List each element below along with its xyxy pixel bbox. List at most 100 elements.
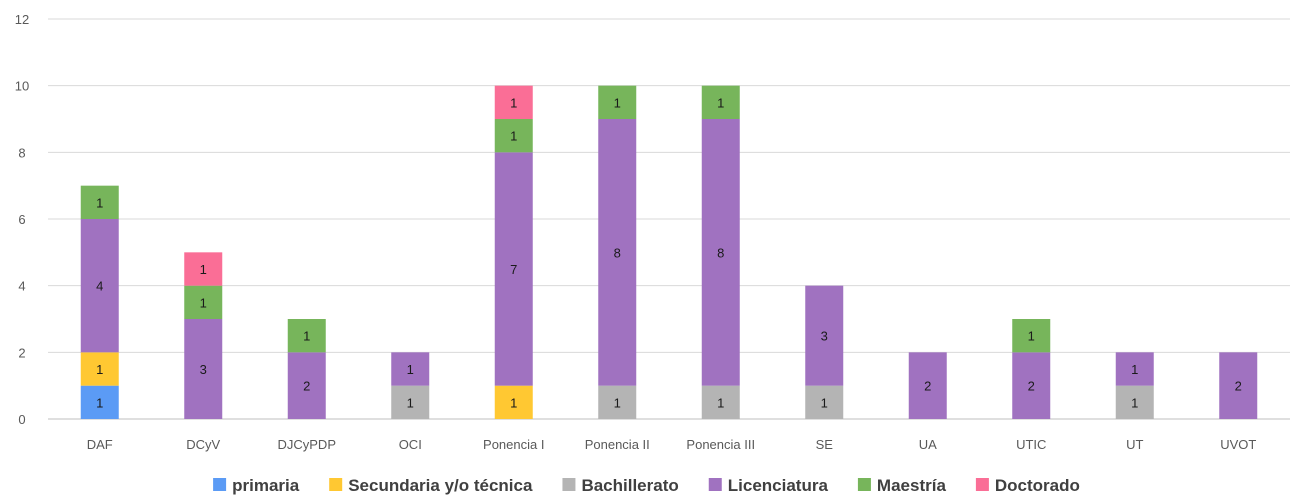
data-label: 1	[717, 95, 724, 110]
data-label: 1	[1131, 395, 1138, 410]
data-label: 1	[510, 95, 517, 110]
x-category-label: OCI	[399, 437, 422, 452]
data-label: 1	[303, 329, 310, 344]
data-label: 1	[717, 395, 724, 410]
data-label: 1	[614, 395, 621, 410]
bar-segment	[908, 352, 947, 419]
x-category-label: DJCyPDP	[277, 437, 336, 452]
bar-segment	[287, 319, 326, 353]
y-tick-label: 10	[15, 79, 29, 94]
bar-segment	[805, 385, 844, 419]
x-category-label: DCyV	[186, 437, 220, 452]
bars: 1 1 4 1 3 1 1 2 1 1 1 1 7 1 1 1 8 1 1 8 1 1 3 2 2 1 1 1 2	[80, 85, 1258, 419]
x-category-label: UVOT	[1220, 437, 1256, 452]
legend-swatch	[562, 478, 576, 491]
bar-segment	[1012, 319, 1051, 353]
data-label: 2	[1235, 379, 1242, 394]
x-category-label: Ponencia II	[585, 437, 650, 452]
legend: primaria Secundaria y/o técnica Bachillera…	[213, 476, 1080, 495]
bar-segment	[805, 285, 844, 386]
legend-swatch	[857, 478, 871, 491]
legend-swatch	[213, 478, 227, 491]
legend-swatch	[329, 478, 343, 491]
bar-segment	[494, 152, 533, 386]
legend-label: Maestría	[877, 476, 947, 495]
bar-segment	[184, 285, 223, 319]
y-tick-label: 8	[18, 145, 25, 160]
data-label: 1	[96, 395, 103, 410]
legend-swatch	[975, 478, 989, 491]
bar-segment	[184, 319, 223, 419]
bar-segment	[391, 385, 430, 419]
y-tick-label: 6	[18, 212, 25, 227]
bar-segment	[1115, 352, 1154, 386]
x-category-label: Ponencia III	[686, 437, 755, 452]
y-tick-label: 4	[18, 279, 25, 294]
bar-segment	[701, 119, 740, 386]
data-label: 1	[821, 395, 828, 410]
data-label: 2	[1028, 379, 1035, 394]
data-label: 2	[924, 379, 931, 394]
y-tick-label: 0	[18, 412, 25, 427]
bar-segment	[184, 252, 223, 286]
gridlines	[48, 18, 1290, 420]
legend-label: primaria	[232, 476, 300, 495]
legend-label: Bachillerato	[581, 476, 678, 495]
bar-segment	[1012, 352, 1051, 419]
data-label: 1	[96, 195, 103, 210]
y-tick-label: 12	[15, 12, 29, 27]
bar-segment	[598, 119, 637, 386]
data-label: 3	[821, 329, 828, 344]
bar-segment	[287, 352, 326, 419]
legend-item: Maestría	[857, 476, 947, 495]
data-label: 2	[303, 379, 310, 394]
legend-label: Secundaria y/o técnica	[348, 476, 533, 495]
data-label: 4	[96, 279, 103, 294]
x-category-label: DAF	[87, 437, 113, 452]
bar-segment	[494, 385, 533, 419]
data-label: 1	[407, 362, 414, 377]
legend-item: primaria	[213, 476, 300, 495]
bar-segment	[494, 119, 533, 153]
data-label: 1	[1028, 329, 1035, 344]
legend-item: Doctorado	[975, 476, 1080, 495]
bar-segment	[80, 385, 119, 419]
y-axis-tick-labels: 0 2 4 6 8 10 12	[15, 12, 29, 427]
data-label: 1	[510, 129, 517, 144]
bar-segment	[80, 185, 119, 219]
data-label: 7	[510, 262, 517, 277]
bar-segment	[391, 352, 430, 386]
data-label: 1	[1131, 362, 1138, 377]
legend-item: Licenciatura	[708, 476, 829, 495]
bar-segment	[598, 85, 637, 119]
data-label: 1	[510, 395, 517, 410]
bar-segment	[598, 385, 637, 419]
x-category-label: Ponencia I	[483, 437, 544, 452]
bar-segment	[80, 219, 119, 353]
x-axis-category-labels: DAF DCyV DJCyPDP OCI Ponencia I Ponencia II Po…	[87, 437, 1257, 452]
x-category-label: UA	[919, 437, 937, 452]
data-label: 1	[200, 262, 207, 277]
y-tick-label: 2	[18, 345, 25, 360]
legend-item: Secundaria y/o técnica	[329, 476, 533, 495]
data-label: 1	[96, 362, 103, 377]
bar-segment	[1219, 352, 1258, 419]
x-category-label: SE	[816, 437, 834, 452]
bar-segment	[80, 352, 119, 386]
x-category-label: UTIC	[1016, 437, 1046, 452]
bar-segment	[1115, 385, 1154, 419]
data-label: 1	[200, 295, 207, 310]
data-label: 1	[614, 95, 621, 110]
data-label: 1	[407, 395, 414, 410]
bar-segment	[701, 385, 740, 419]
legend-swatch	[708, 478, 722, 491]
bar-segment	[494, 85, 533, 119]
data-label: 8	[717, 245, 724, 260]
legend-label: Doctorado	[995, 476, 1080, 495]
x-category-label: UT	[1126, 437, 1143, 452]
data-label: 3	[200, 362, 207, 377]
legend-label: Licenciatura	[728, 476, 829, 495]
data-label: 8	[614, 245, 621, 260]
bar-segment	[701, 85, 740, 119]
